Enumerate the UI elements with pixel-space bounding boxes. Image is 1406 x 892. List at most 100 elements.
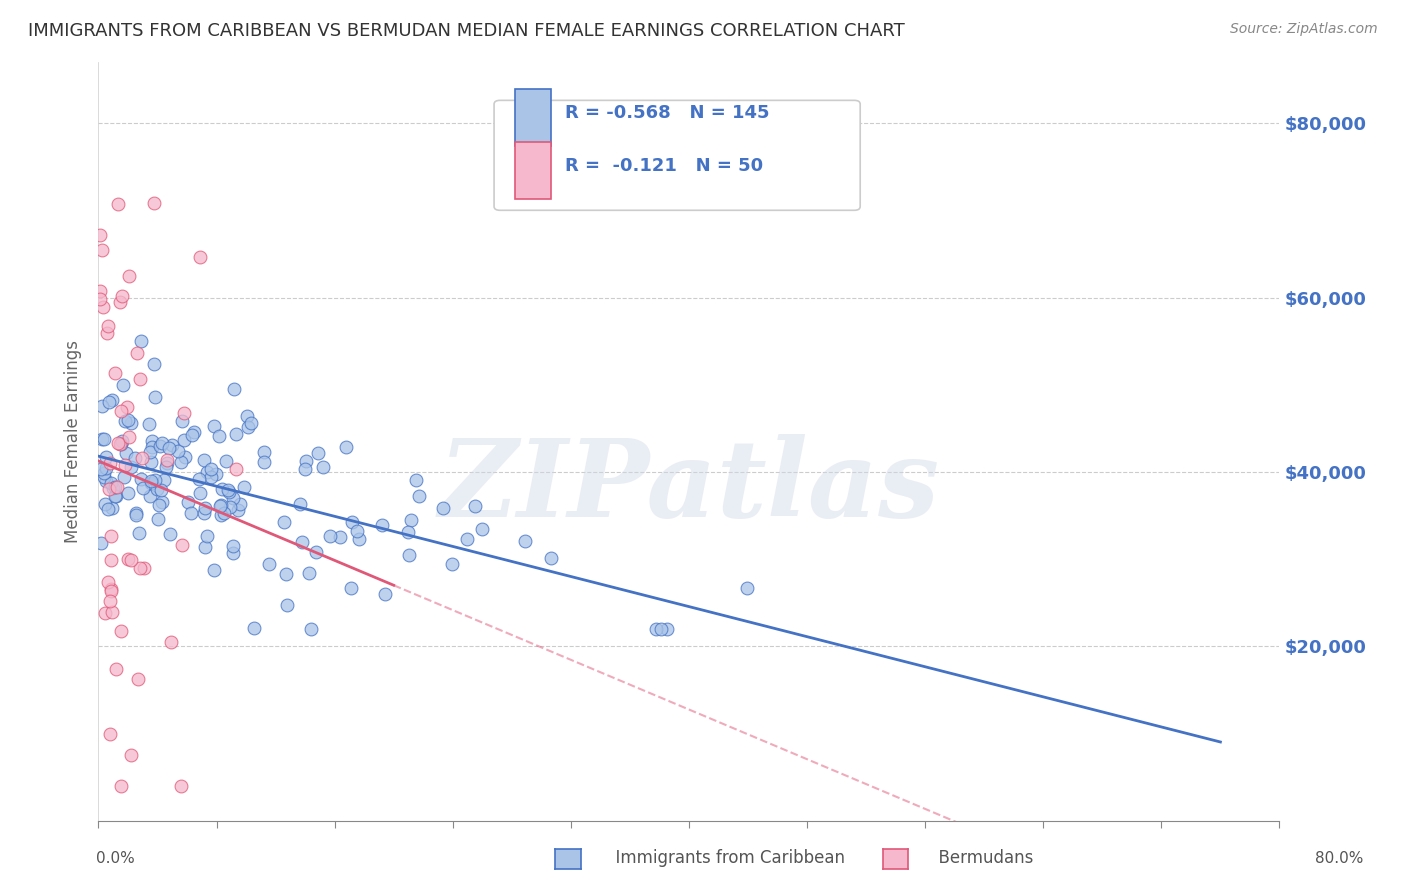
Point bbox=[204, 467, 226, 481]
Text: ZIPatlas: ZIPatlas bbox=[439, 434, 939, 540]
Point bbox=[222, 546, 245, 560]
Text: 80.0%: 80.0% bbox=[1316, 851, 1364, 865]
Point bbox=[156, 452, 179, 467]
Point bbox=[200, 470, 222, 484]
Text: 0.0%: 0.0% bbox=[96, 851, 135, 865]
Point bbox=[117, 552, 139, 566]
Point bbox=[138, 445, 160, 459]
Point bbox=[657, 622, 679, 636]
Point bbox=[145, 483, 167, 497]
Point bbox=[100, 594, 122, 608]
Point bbox=[94, 474, 117, 488]
Point bbox=[222, 491, 245, 506]
Point bbox=[188, 250, 211, 264]
Point bbox=[111, 288, 134, 302]
Point bbox=[408, 489, 430, 503]
Point bbox=[127, 672, 149, 686]
Point bbox=[240, 416, 263, 430]
Point bbox=[97, 319, 120, 334]
Point bbox=[108, 294, 131, 309]
Point bbox=[89, 284, 111, 298]
Point bbox=[152, 473, 174, 487]
Point bbox=[173, 450, 195, 464]
Point bbox=[288, 497, 311, 511]
Point bbox=[217, 483, 239, 497]
Point bbox=[141, 440, 163, 454]
Point bbox=[105, 490, 128, 504]
Point bbox=[120, 416, 142, 430]
Point bbox=[94, 461, 117, 475]
Point bbox=[93, 300, 115, 314]
Point bbox=[89, 293, 111, 307]
Point bbox=[100, 529, 122, 543]
Point bbox=[143, 196, 166, 211]
Point bbox=[110, 624, 132, 639]
Point bbox=[90, 535, 112, 549]
Point bbox=[167, 443, 190, 458]
Point bbox=[138, 417, 160, 432]
Point bbox=[114, 458, 136, 472]
Point bbox=[129, 472, 152, 486]
Point bbox=[91, 243, 114, 257]
Point bbox=[173, 406, 195, 420]
Point bbox=[129, 334, 152, 348]
Point bbox=[215, 453, 238, 467]
Point bbox=[117, 429, 139, 443]
Point bbox=[108, 436, 131, 450]
Point bbox=[170, 455, 193, 469]
Text: IMMIGRANTS FROM CARIBBEAN VS BERMUDAN MEDIAN FEMALE EARNINGS CORRELATION CHART: IMMIGRANTS FROM CARIBBEAN VS BERMUDAN ME… bbox=[28, 22, 905, 40]
Point bbox=[117, 268, 139, 283]
Point bbox=[305, 544, 328, 558]
Point bbox=[195, 529, 218, 543]
Point bbox=[117, 400, 139, 414]
Point bbox=[274, 566, 297, 581]
Point bbox=[180, 506, 202, 520]
Point bbox=[98, 482, 121, 496]
Point bbox=[335, 440, 357, 454]
Point bbox=[104, 490, 127, 504]
Point bbox=[160, 438, 183, 452]
Point bbox=[312, 459, 335, 474]
Point bbox=[540, 550, 562, 565]
Point bbox=[470, 522, 492, 536]
Point bbox=[209, 499, 232, 513]
Point bbox=[93, 606, 115, 620]
Point bbox=[253, 455, 276, 469]
Point bbox=[257, 558, 280, 572]
Point bbox=[120, 459, 142, 474]
Point bbox=[212, 506, 235, 520]
Point bbox=[125, 345, 148, 359]
Point bbox=[139, 489, 162, 503]
Point bbox=[464, 500, 486, 514]
Point bbox=[100, 552, 122, 566]
Point bbox=[114, 414, 136, 428]
Point bbox=[120, 748, 142, 763]
Point bbox=[396, 525, 419, 540]
Point bbox=[218, 485, 240, 500]
Point bbox=[143, 358, 166, 372]
Point bbox=[319, 529, 342, 543]
Point bbox=[222, 539, 245, 553]
Point bbox=[141, 476, 163, 491]
Point bbox=[94, 450, 117, 465]
Point bbox=[188, 472, 211, 486]
Point bbox=[104, 366, 127, 380]
Point bbox=[208, 428, 231, 442]
Point bbox=[100, 582, 122, 597]
Point bbox=[143, 473, 166, 487]
Point bbox=[159, 526, 181, 541]
Point bbox=[150, 483, 173, 497]
Point bbox=[340, 582, 363, 596]
Point bbox=[347, 533, 370, 547]
Point bbox=[117, 485, 139, 500]
Point bbox=[229, 497, 252, 511]
Point bbox=[193, 452, 215, 467]
Point bbox=[371, 518, 394, 533]
Point bbox=[148, 498, 170, 512]
Point bbox=[211, 508, 233, 523]
Point bbox=[200, 462, 222, 476]
Point bbox=[111, 378, 134, 392]
Point bbox=[177, 494, 200, 508]
Point bbox=[299, 622, 322, 636]
Point bbox=[110, 436, 132, 450]
